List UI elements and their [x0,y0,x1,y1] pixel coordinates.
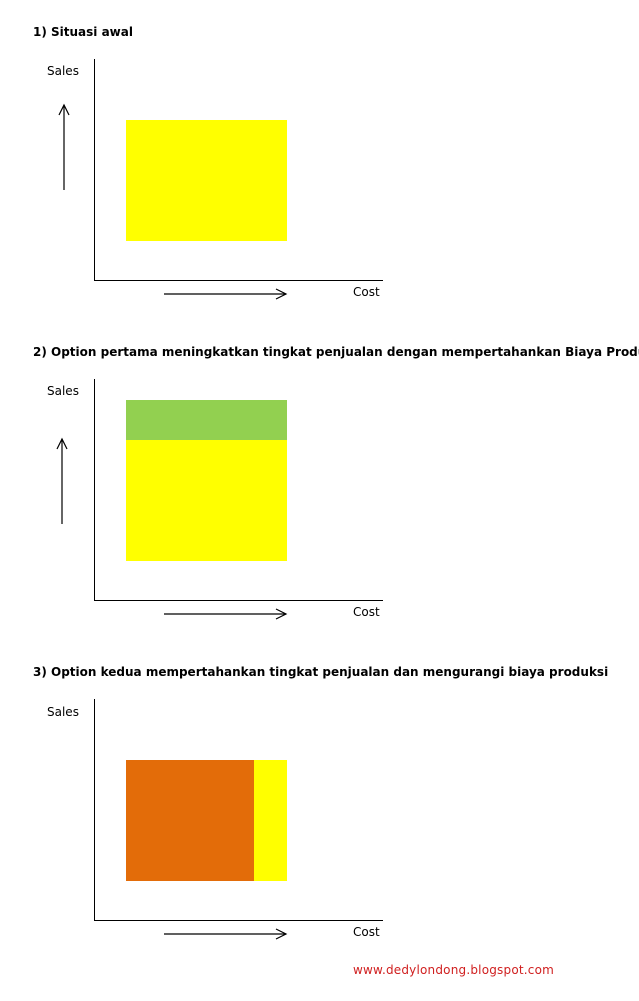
section-3-x-label: Cost [353,925,380,939]
section-1-up-arrow-icon [58,103,70,190]
section-2-x-axis [94,600,383,601]
section-3-right-arrow-icon [164,928,288,940]
section-3-orange-block [126,760,254,881]
section-2-y-axis [94,379,95,600]
section-2-x-label: Cost [353,605,380,619]
section-2-green-block [126,400,287,440]
section-1-right-arrow-icon [164,288,288,300]
section-1-x-label: Cost [353,285,380,299]
section-3-title: 3) Option kedua mempertahankan tingkat p… [33,665,609,679]
section-2-right-arrow-icon [164,608,288,620]
section-2-up-arrow-icon [56,437,68,524]
section-3-y-axis [94,699,95,920]
section-3-y-label: Sales [47,705,79,719]
section-1-title: 1) Situasi awal [33,25,133,39]
section-3-x-axis [94,920,383,921]
footer-url: www.dedylondong.blogspot.com [353,963,555,977]
section-1-y-label: Sales [47,64,79,78]
section-2-yellow-block [126,440,287,561]
section-2-title: 2) Option pertama meningkatkan tingkat p… [33,345,639,359]
section-1-x-axis [94,280,383,281]
section-2-y-label: Sales [47,384,79,398]
section-1-yellow-block [126,120,287,241]
section-1-y-axis [94,59,95,280]
